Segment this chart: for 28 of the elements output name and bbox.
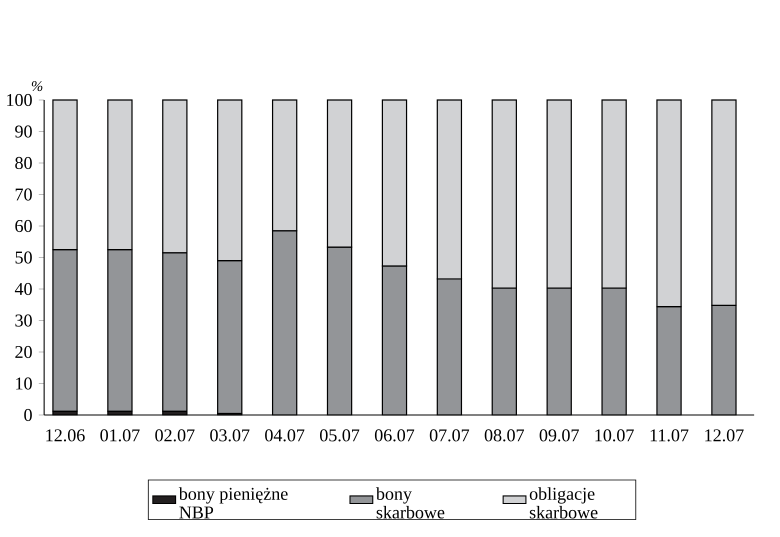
y-tick-label: 70 xyxy=(16,188,32,201)
y-axis-title: % xyxy=(32,81,42,92)
x-tick-label: 08.07 xyxy=(484,429,524,442)
y-tick-label: 30 xyxy=(15,314,32,327)
y-tick-label: 50 xyxy=(16,251,32,264)
legend-label: bony pieniężne NBP xyxy=(178,487,288,518)
x-tick-label: 10.07 xyxy=(595,429,634,442)
x-tick-label: 06.07 xyxy=(374,429,414,442)
y-tick-label: 100 xyxy=(7,94,32,106)
x-tick-label: 12.07 xyxy=(705,429,744,442)
legend-label: obligacje skarbowe xyxy=(530,487,598,519)
y-tick-label: 20 xyxy=(15,346,32,358)
y-tick-label: 90 xyxy=(15,125,32,138)
x-tick-label: 05.07 xyxy=(320,429,360,442)
x-tick-label: 03.07 xyxy=(210,429,250,442)
y-tick-label: 0 xyxy=(24,408,32,422)
x-tick-label: 11.07 xyxy=(650,429,688,442)
y-tick-label: 80 xyxy=(15,156,32,170)
x-tick-label: 09.07 xyxy=(540,429,579,442)
x-tick-label: 04.07 xyxy=(265,429,304,442)
legend-label: bony skarbowe xyxy=(376,487,444,519)
x-tick-label: 12.06 xyxy=(46,429,85,442)
y-tick-label: 40 xyxy=(14,282,32,296)
x-tick-label: 02.07 xyxy=(155,429,195,442)
x-tick-label: 01.07 xyxy=(100,429,140,442)
y-tick-label: 60 xyxy=(15,220,32,232)
x-tick-label: 07.07 xyxy=(430,429,470,442)
y-tick-label: 10 xyxy=(16,377,32,390)
